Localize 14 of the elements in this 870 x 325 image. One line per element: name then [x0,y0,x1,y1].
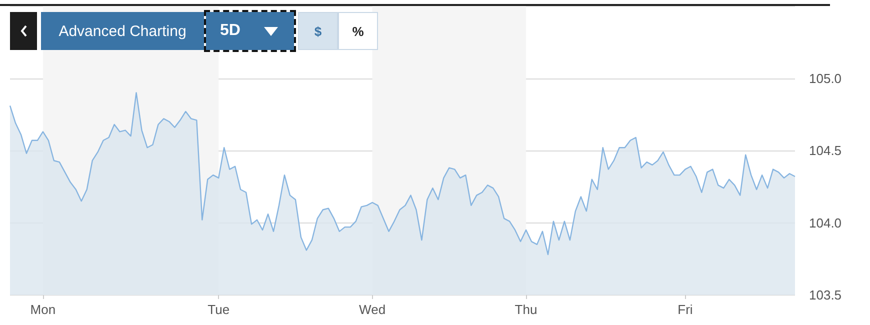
x-tick-label: Mon [30,302,56,317]
y-tick-label: 104.0 [809,215,842,230]
x-tick-label: Wed [359,302,386,317]
y-tick-label: 105.0 [809,70,842,86]
advanced-charting-button[interactable]: Advanced Charting [41,12,204,50]
percent-toggle[interactable]: % [338,12,378,50]
range-dropdown[interactable]: 5D [206,12,294,50]
annotation: 5D [220,22,240,40]
x-tick-label: Fri [678,302,693,317]
y-tick-label: 103.5 [809,288,842,302]
x-tick-label: Thu [514,302,538,317]
x-tick-label: Tue [208,302,230,317]
y-tick-label: 104.5 [809,143,842,158]
dollar-toggle[interactable]: $ [298,12,338,50]
